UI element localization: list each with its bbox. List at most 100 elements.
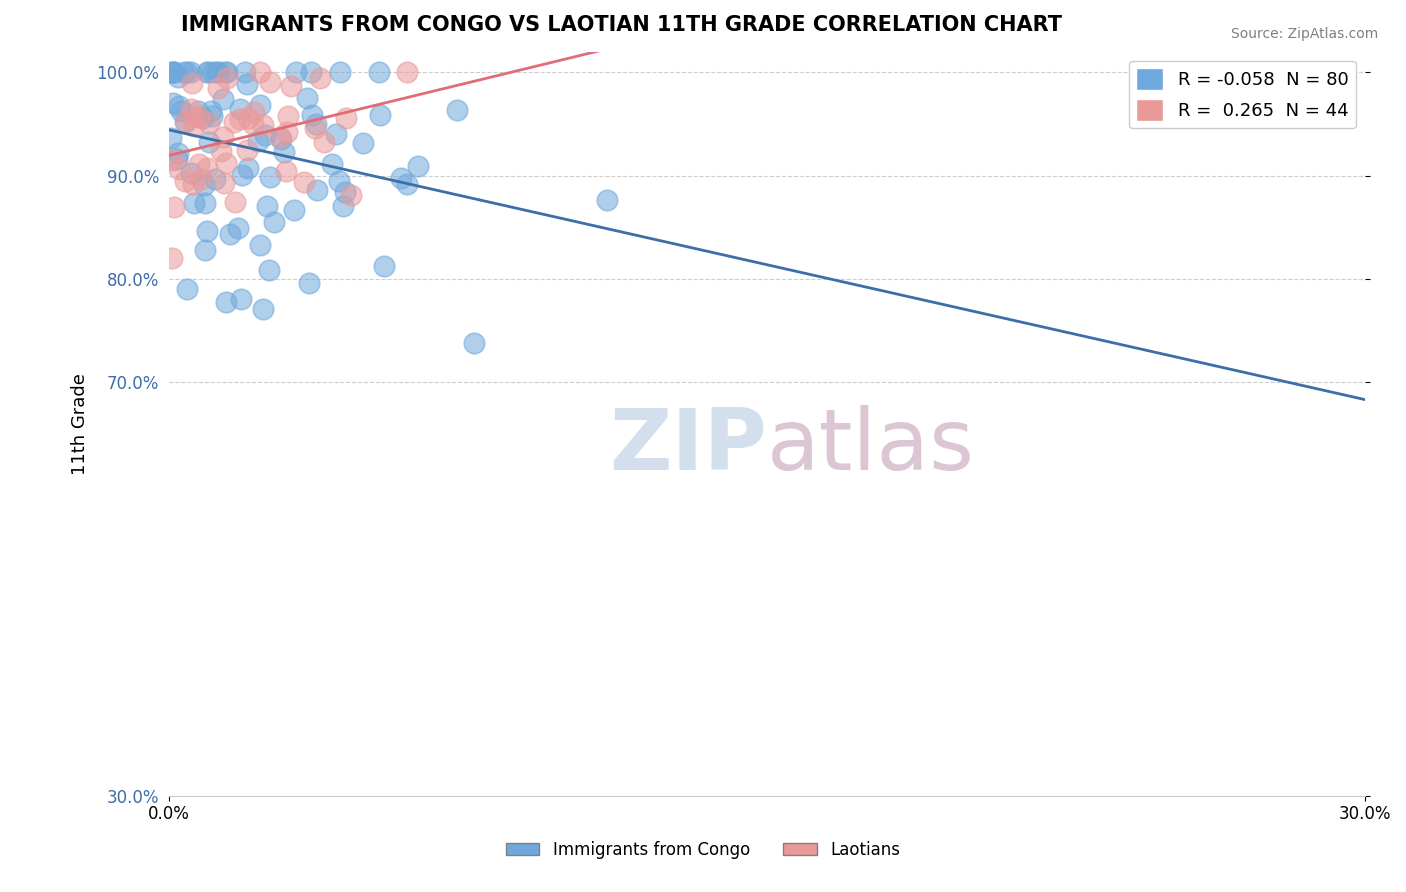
Y-axis label: 11th Grade: 11th Grade xyxy=(72,373,89,475)
Point xyxy=(160,153,183,168)
Point xyxy=(174,113,197,128)
Point xyxy=(167,146,190,161)
Point xyxy=(207,65,229,79)
Point xyxy=(246,134,269,148)
Point xyxy=(305,183,328,197)
Point xyxy=(368,108,391,122)
Point xyxy=(295,90,318,104)
Point xyxy=(201,109,224,123)
Point xyxy=(193,196,215,211)
Point xyxy=(238,111,260,125)
Point xyxy=(332,199,354,213)
Point xyxy=(180,102,202,116)
Point xyxy=(263,214,285,228)
Point xyxy=(197,65,219,79)
Point xyxy=(215,65,238,79)
Point xyxy=(224,195,246,210)
Point xyxy=(187,104,209,119)
Point xyxy=(195,224,218,238)
Text: IMMIGRANTS FROM CONGO VS LAOTIAN 11TH GRADE CORRELATION CHART: IMMIGRANTS FROM CONGO VS LAOTIAN 11TH GR… xyxy=(181,15,1062,35)
Point xyxy=(212,130,235,145)
Point xyxy=(198,116,221,130)
Point xyxy=(373,260,395,274)
Point xyxy=(166,152,188,166)
Point xyxy=(463,336,485,351)
Point xyxy=(215,156,238,170)
Point xyxy=(218,227,240,241)
Point xyxy=(167,161,190,176)
Point xyxy=(252,302,274,317)
Point xyxy=(214,65,236,79)
Point xyxy=(229,102,252,116)
Point xyxy=(188,110,211,124)
Point xyxy=(298,276,321,290)
Point xyxy=(396,65,419,79)
Point xyxy=(276,125,298,139)
Point xyxy=(249,65,271,79)
Point xyxy=(283,202,305,217)
Point xyxy=(259,170,281,185)
Point xyxy=(187,157,209,171)
Point xyxy=(160,65,183,79)
Point xyxy=(193,178,215,193)
Point xyxy=(211,92,233,106)
Point xyxy=(276,163,298,178)
Point xyxy=(305,117,328,131)
Point xyxy=(333,185,356,199)
Point xyxy=(195,161,218,175)
Point xyxy=(180,65,202,79)
Point xyxy=(209,145,232,159)
Point xyxy=(183,109,205,123)
Point xyxy=(252,118,274,132)
Point xyxy=(406,159,429,173)
Point xyxy=(270,132,292,146)
Point xyxy=(200,104,222,119)
Point xyxy=(269,129,291,144)
Point xyxy=(201,65,224,79)
Point xyxy=(446,103,468,117)
Point xyxy=(233,65,256,79)
Point xyxy=(304,120,326,135)
Point xyxy=(176,283,198,297)
Point xyxy=(162,65,184,79)
Point xyxy=(163,65,186,79)
Point xyxy=(259,75,281,89)
Point xyxy=(176,65,198,79)
Point xyxy=(339,188,361,202)
Point xyxy=(167,99,190,113)
Point xyxy=(231,168,253,182)
Point xyxy=(277,109,299,123)
Point xyxy=(280,79,302,94)
Legend: R = -0.058  N = 80, R =  0.265  N = 44: R = -0.058 N = 80, R = 0.265 N = 44 xyxy=(1129,61,1355,128)
Point xyxy=(228,112,250,126)
Point xyxy=(173,65,195,79)
Point xyxy=(214,294,236,309)
Point xyxy=(314,135,336,149)
Point xyxy=(222,115,245,129)
Point xyxy=(273,145,295,159)
Point xyxy=(242,118,264,132)
Point xyxy=(325,127,347,141)
Point xyxy=(256,199,278,213)
Point xyxy=(174,115,197,129)
Point xyxy=(162,65,184,79)
Point xyxy=(335,111,357,125)
Point xyxy=(181,177,204,191)
Point xyxy=(198,136,221,150)
Point xyxy=(170,104,193,119)
Point xyxy=(183,120,205,134)
Text: Source: ZipAtlas.com: Source: ZipAtlas.com xyxy=(1230,27,1378,41)
Point xyxy=(163,201,186,215)
Point xyxy=(180,166,202,180)
Point xyxy=(352,136,374,151)
Point xyxy=(321,156,343,170)
Point xyxy=(328,174,350,188)
Point xyxy=(389,170,412,185)
Legend: Immigrants from Congo, Laotians: Immigrants from Congo, Laotians xyxy=(499,835,907,866)
Point xyxy=(236,77,259,91)
Point xyxy=(595,194,617,208)
Point xyxy=(253,128,276,142)
Point xyxy=(236,161,259,176)
Point xyxy=(167,70,190,84)
Point xyxy=(367,65,389,79)
